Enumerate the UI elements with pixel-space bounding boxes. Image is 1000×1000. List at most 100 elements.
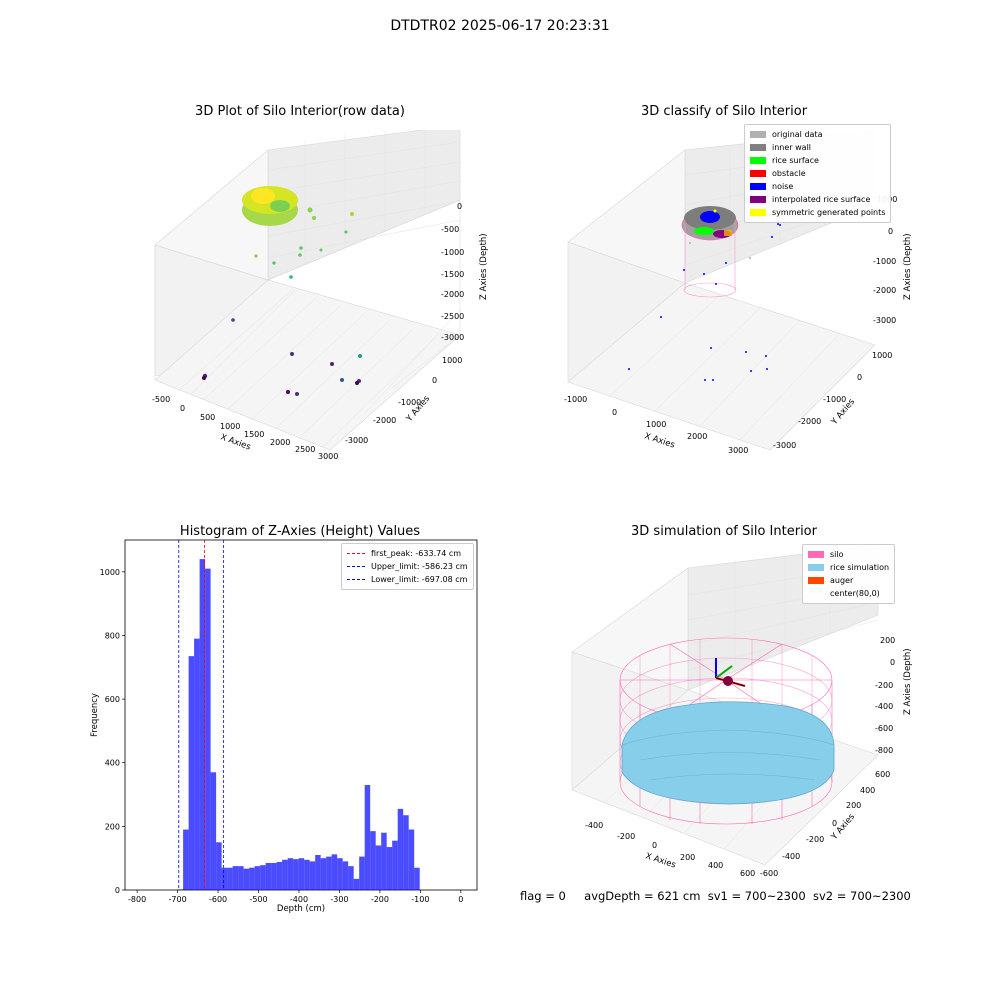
x-tick-label: 600	[740, 869, 755, 878]
x-tick-label: -700	[169, 895, 187, 904]
legend-label: noise	[772, 182, 794, 191]
histogram-bar	[359, 856, 365, 890]
sv1-readout: sv1 = 700~2300	[707, 889, 806, 903]
x-ticks: -800 -700 -600 -500 -400 -300 -200 -100 0	[128, 890, 463, 904]
legend-item: noise	[750, 180, 885, 193]
auger-and-axes-glyph	[715, 658, 746, 687]
x-axis-label: Depth (cm)	[277, 904, 325, 914]
histogram-bar	[260, 865, 266, 890]
x-tick-label: 2000	[270, 438, 290, 447]
x-tick-label: -300	[330, 895, 348, 904]
histogram-bar	[403, 815, 409, 890]
legend-item: symmetric generated points	[750, 206, 885, 219]
reference-lines	[178, 540, 225, 890]
legend-item: auger	[808, 574, 889, 587]
histogram-bar	[194, 638, 200, 890]
legend-label: obstacle	[772, 169, 806, 178]
x-axis-label: X Axies	[643, 431, 676, 450]
histogram-bar	[271, 862, 277, 890]
y-tick-label: -200	[806, 835, 824, 844]
x-tick-label: -200	[617, 832, 635, 841]
histogram-bar	[408, 829, 415, 890]
y-tick-label: -3000	[345, 436, 368, 445]
depth-histogram: -800 -700 -600 -500 -400 -300 -200 -100 0 0 200 40…	[90, 539, 478, 914]
histogram-bar	[309, 861, 316, 890]
legend-label: Upper_limit: -586.23 cm	[371, 562, 468, 571]
histogram-bar	[370, 831, 376, 890]
x-tick-label: -400	[585, 821, 603, 830]
x-tick-label: 3000	[728, 446, 748, 455]
y-tick-label: -1000	[398, 398, 421, 407]
histogram-bar	[315, 855, 321, 890]
x-tick-label: 200	[680, 853, 695, 862]
y-tick-label: 0	[432, 376, 437, 385]
legend-item: first_peak: -633.74 cm	[347, 547, 468, 560]
legend-item: center(80,0)	[808, 587, 889, 600]
x-tick-label: -500	[152, 395, 170, 404]
x-tick-label: 0	[458, 895, 463, 904]
legend-swatch	[750, 196, 766, 203]
z-tick-label: 0	[457, 202, 462, 211]
histogram-bar	[216, 842, 222, 890]
legend-label: original data	[772, 130, 823, 139]
x-tick-label: -400	[290, 895, 308, 904]
histogram-bars	[177, 559, 420, 890]
simulation-axis-ticks: -400 -200 0 200 400 600 X Axies 600 400 …	[585, 636, 913, 878]
y-tick-label: 600	[105, 695, 120, 704]
y-tick-label: 200	[105, 822, 120, 831]
y-tick-label: 200	[846, 801, 861, 810]
legend-item: obstacle	[750, 167, 885, 180]
histogram-bar	[326, 856, 332, 890]
histogram-legend: first_peak: -633.74 cm Upper_limit: -586…	[341, 543, 474, 590]
y-tick-label: 400	[860, 786, 875, 795]
legend-label: interpolated rice surface	[772, 195, 871, 204]
z-tick-label: -2000	[441, 290, 464, 299]
histogram-bar	[304, 859, 310, 890]
raw-plot-title: 3D Plot of Silo Interior(row data)	[195, 104, 405, 119]
histogram-bar	[205, 568, 211, 890]
x-tick-label: -1000	[564, 395, 587, 404]
legend-line	[347, 579, 365, 580]
x-tick-label: 3000	[318, 452, 338, 460]
legend-item: original data	[750, 128, 885, 141]
legend-swatch	[750, 144, 766, 151]
histogram-bar	[348, 866, 354, 890]
sv2-readout: sv2 = 700~2300	[812, 889, 911, 903]
legend-swatch	[808, 590, 824, 597]
y-tick-label: 0	[857, 373, 862, 382]
histogram-bar	[337, 858, 343, 890]
histogram-bar	[221, 867, 228, 890]
legend-swatch	[750, 209, 766, 216]
legend-label: silo	[830, 550, 844, 559]
x-tick-label: -100	[411, 895, 429, 904]
y-tick-label: 1000	[100, 568, 120, 577]
histogram-title: Histogram of Z-Axies (Height) Values	[179, 524, 421, 539]
x-tick-label: 0	[652, 841, 657, 850]
legend-swatch	[750, 183, 766, 190]
z-tick-label: 200	[880, 636, 895, 645]
z-tick-label: -3000	[441, 333, 464, 342]
histogram-bar	[254, 866, 261, 890]
legend-swatch	[750, 157, 766, 164]
legend-label: rice simulation	[830, 563, 890, 572]
histogram-bar	[381, 832, 387, 890]
classify-plot-title: 3D classify of Silo Interior	[640, 104, 808, 119]
histogram-bar	[331, 854, 338, 890]
y-tick-label: 1000	[872, 351, 892, 360]
y-tick-label: 400	[105, 759, 120, 768]
legend-swatch	[750, 131, 766, 138]
histogram-bar	[287, 858, 294, 890]
legend-swatch	[808, 564, 824, 571]
y-axis-label: Frequency	[90, 693, 100, 737]
legend-line	[347, 553, 365, 554]
histogram-bar	[375, 845, 382, 890]
classify-legend: original data inner wall rice surface ob…	[744, 124, 892, 223]
histogram-bar	[199, 559, 206, 890]
y-tick-label: -1000	[823, 395, 846, 404]
histogram-bar	[342, 861, 349, 890]
raw-data-3d-plot: -500 0 500 1000 1500 2000 2500 3000 X Ax…	[152, 130, 489, 460]
axes-panes	[154, 130, 461, 451]
histogram-bar	[210, 772, 217, 890]
z-tick-label: -200	[875, 681, 893, 690]
x-tick-label: 500	[200, 413, 215, 422]
